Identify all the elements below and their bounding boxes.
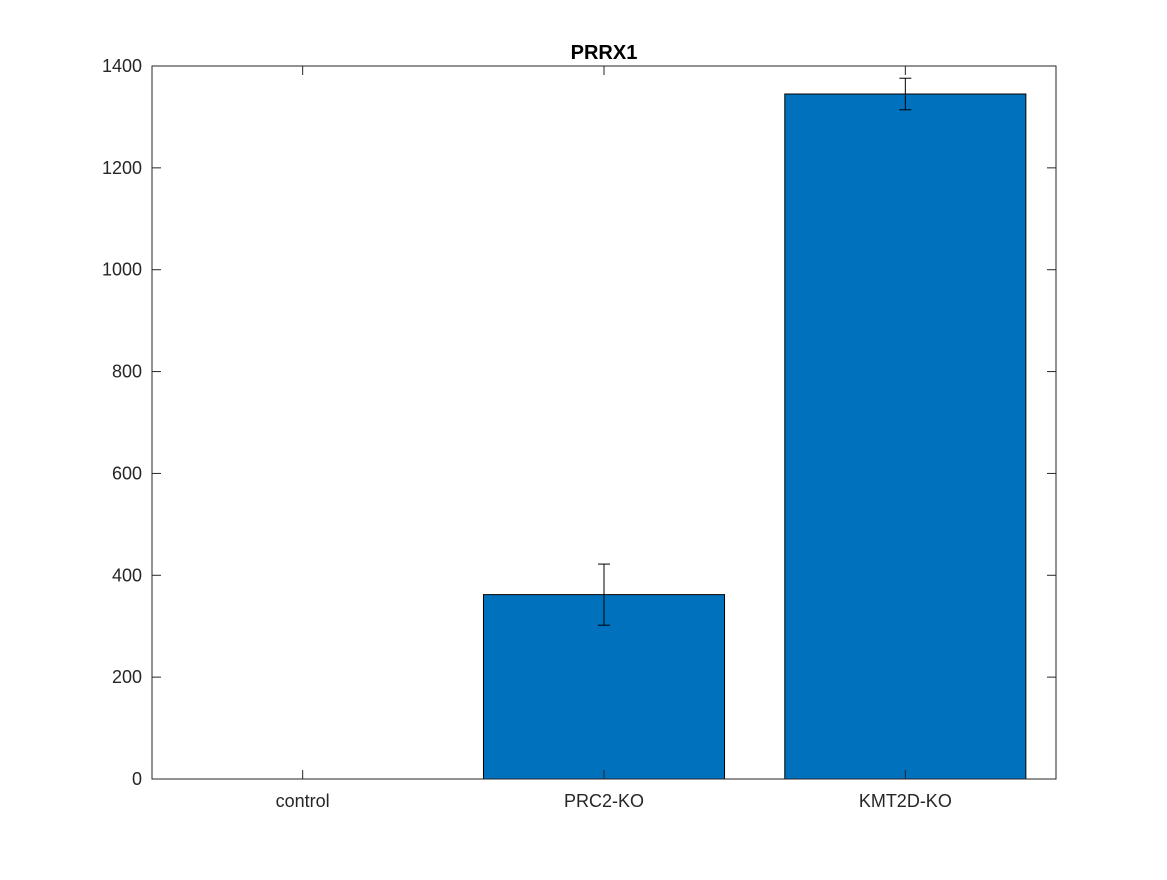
y-tick-label-1000: 1000 bbox=[102, 260, 142, 280]
x-tick-label-prc2-ko: PRC2-KO bbox=[564, 791, 644, 811]
bars-layer bbox=[482, 93, 1027, 780]
y-tick-label-1200: 1200 bbox=[102, 158, 142, 178]
y-tick-label-200: 200 bbox=[112, 667, 142, 687]
chart-title: PRRX1 bbox=[571, 42, 638, 64]
y-tick-label-0: 0 bbox=[132, 769, 142, 789]
bar-kmt2d-ko bbox=[784, 93, 1027, 780]
y-tick-label-400: 400 bbox=[112, 565, 142, 585]
x-tick-label-control: control bbox=[276, 791, 330, 811]
y-tick-label-800: 800 bbox=[112, 362, 142, 382]
x-tick-label-kmt2d-ko: KMT2D-KO bbox=[859, 791, 952, 811]
ticks-layer: control PRC2-KO KMT2D-KO 0 200 400 600 800 1000 1… bbox=[102, 56, 1056, 811]
y-tick-label-600: 600 bbox=[112, 463, 142, 483]
y-tick-label-1400: 1400 bbox=[102, 56, 142, 76]
